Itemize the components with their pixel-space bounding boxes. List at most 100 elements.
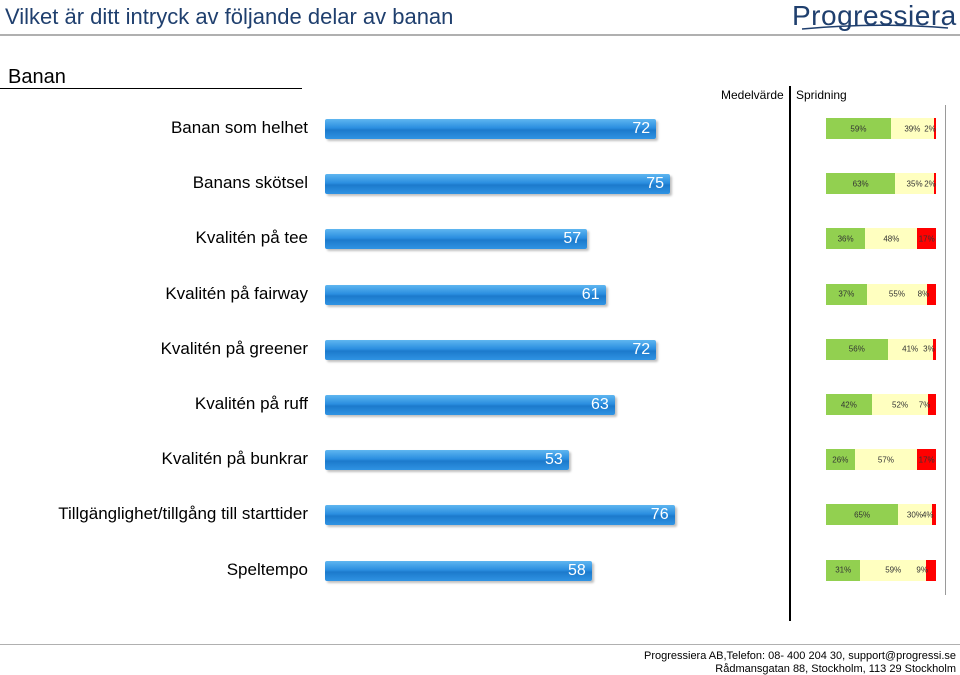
spread-percent-label: 39% [904,124,921,133]
spread-neutral-segment: 57% [854,449,918,471]
spread-positive-segment: 31% [826,559,861,581]
spread-percent-label: 35% [906,179,923,189]
category-label: Speltempo [226,559,308,579]
mean-bar: 75 [325,174,670,195]
spread-percent-label: 2% [924,124,936,133]
spread-percent-label: 4% [921,510,934,520]
mean-value-label: 58 [568,561,586,579]
mean-value-label: 53 [545,451,563,469]
spread-percent-label: 56% [848,344,865,354]
spread-neutral-segment: 39% [890,118,934,139]
spread-negative-segment: 8% [918,283,936,305]
mean-header: Medelvärde [721,88,784,102]
mean-bar: 72 [325,119,657,139]
spread-positive-segment: 56% [826,338,888,360]
mean-bar: 76 [325,505,675,526]
mean-value-label: 72 [632,120,651,137]
logo-swoosh-icon [801,24,949,30]
category-label: Tillgänglighet/tillgång till starttider [58,504,308,524]
spread-percent-label: 7% [918,400,931,409]
mean-value-label: 72 [632,340,651,358]
mean-value-label: 63 [591,396,609,413]
mean-bar: 58 [325,560,592,581]
spread-positive-segment: 59% [826,118,891,139]
category-label: Kvalitén på greener [160,338,308,358]
spread-stacked-bar: 65% 30% 4% [826,504,936,526]
spread-stacked-bar: 63% 35% 2% [826,173,936,195]
spread-neutral-segment: 41% [887,338,933,360]
mean-value-label: 61 [581,285,600,303]
spread-negative-segment: 17% [917,228,936,250]
mean-bar: 53 [325,450,569,471]
spread-percent-label: 63% [852,179,869,189]
spread-percent-label: 17% [918,234,935,244]
category-label: Banans skötsel [192,173,308,193]
spread-neutral-segment: 59% [860,559,926,581]
category-label: Kvalitén på fairway [165,283,308,303]
spread-percent-label: 41% [902,344,919,354]
spread-percent-label: 59% [885,565,902,575]
spread-percent-label: 59% [850,124,867,133]
spread-stacked-bar: 59% 39% 2% [826,118,936,139]
spread-percent-label: 65% [854,510,871,520]
spread-negative-segment: 9% [916,559,936,581]
spread-neutral-segment: 48% [865,228,918,250]
mean-bar: 57 [325,229,588,250]
spread-percent-label: 26% [832,455,849,465]
spread-header: Spridning [796,88,847,102]
spread-positive-segment: 42% [826,394,872,415]
spread-positive-segment: 65% [826,504,899,526]
footer-contact: Progressiera AB,Telefon: 08- 400 204 30,… [643,650,956,662]
spread-negative-segment: 7% [919,394,936,415]
spread-stacked-bar: 42% 52% 7% [826,394,936,415]
spread-percent-label: 31% [835,565,852,575]
footer-divider [0,644,960,645]
right-axis-line [945,105,946,595]
spread-neutral-segment: 30% [898,504,932,526]
mean-value-label: 57 [563,230,582,248]
category-label: Kvalitén på ruff [194,394,308,413]
spread-percent-label: 55% [888,289,905,299]
spread-positive-segment: 26% [826,449,855,471]
spread-stacked-bar: 37% 55% 8% [826,283,936,305]
spread-stacked-bar: 26% 57% 17% [826,449,936,471]
spread-percent-label: 36% [837,234,854,244]
spread-stacked-bar: 31% 59% 9% [826,559,936,581]
spread-negative-segment: 17% [917,449,936,471]
category-label: Kvalitén på bunkrar [161,449,308,469]
category-label: Banan som helhet [170,118,308,137]
spread-positive-segment: 63% [826,173,896,195]
mean-bar: 63 [325,395,615,415]
mean-value-label: 76 [650,506,669,524]
spread-neutral-segment: 55% [866,283,928,305]
spread-divider-line [789,86,791,621]
category-label: Kvalitén på tee [195,228,308,248]
spread-negative-segment: 3% [923,338,936,360]
spread-percent-label: 30% [906,510,923,520]
spread-positive-segment: 37% [826,283,867,305]
spread-percent-label: 37% [838,289,855,299]
spread-negative-segment: 4% [922,504,936,526]
page-title: Vilket är ditt intryck av följande delar… [5,4,454,29]
section-underline [0,88,302,89]
spread-percent-label: 3% [923,344,935,354]
spread-stacked-bar: 36% 48% 17% [826,228,936,250]
header-divider [0,34,960,36]
spread-positive-segment: 36% [826,228,866,250]
spread-percent-label: 8% [917,289,930,299]
section-title: Banan [8,66,66,88]
spread-stacked-bar: 56% 41% 3% [826,338,936,360]
spread-percent-label: 48% [883,234,900,244]
spread-negative-segment: 2% [924,118,936,139]
spread-percent-label: 9% [916,565,928,575]
mean-bar: 72 [325,339,657,360]
footer-address: Rådmansgatan 88, Stockholm, 113 29 Stock… [715,663,956,675]
spread-percent-label: 57% [877,455,894,465]
mean-value-label: 75 [646,175,664,193]
spread-neutral-segment: 52% [871,394,929,415]
spread-percent-label: 2% [924,179,936,189]
mean-bar: 61 [325,284,606,305]
spread-percent-label: 42% [840,400,857,409]
spread-percent-label: 52% [892,400,909,409]
spread-percent-label: 17% [918,455,935,465]
